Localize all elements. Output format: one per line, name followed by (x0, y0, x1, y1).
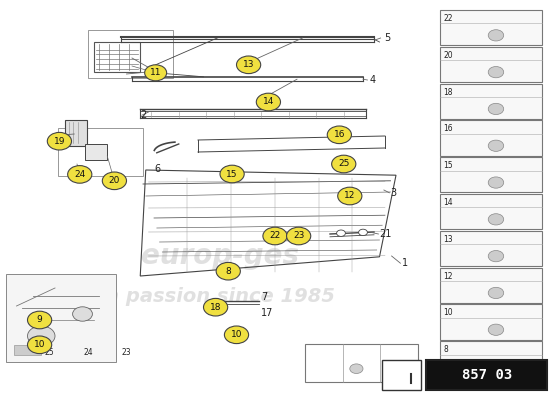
Circle shape (359, 229, 367, 236)
Text: 22: 22 (443, 14, 453, 23)
Circle shape (28, 326, 55, 346)
Text: 25: 25 (338, 160, 349, 168)
FancyBboxPatch shape (440, 10, 542, 45)
Text: 22: 22 (270, 232, 280, 240)
FancyBboxPatch shape (440, 157, 542, 192)
FancyBboxPatch shape (440, 231, 542, 266)
Circle shape (224, 326, 249, 344)
Circle shape (338, 187, 362, 205)
Text: 13: 13 (243, 60, 254, 69)
FancyBboxPatch shape (440, 47, 542, 82)
Circle shape (488, 361, 504, 372)
Text: 6: 6 (154, 164, 160, 174)
Text: 10: 10 (443, 308, 453, 318)
Text: 14: 14 (443, 198, 453, 207)
Text: 11: 11 (150, 68, 161, 77)
Text: a passion since 1985: a passion since 1985 (106, 286, 334, 306)
Circle shape (488, 30, 504, 41)
Circle shape (68, 166, 92, 183)
Circle shape (216, 262, 240, 280)
Text: 12: 12 (443, 272, 453, 280)
Text: 9: 9 (37, 316, 42, 324)
FancyBboxPatch shape (440, 341, 542, 376)
Text: 13: 13 (443, 235, 453, 244)
Text: 16: 16 (334, 130, 345, 139)
Text: 15: 15 (443, 161, 453, 170)
FancyBboxPatch shape (440, 120, 542, 156)
FancyBboxPatch shape (85, 144, 107, 160)
Circle shape (47, 132, 72, 150)
FancyBboxPatch shape (426, 360, 547, 390)
FancyBboxPatch shape (305, 344, 418, 382)
Text: 4: 4 (370, 75, 376, 85)
FancyBboxPatch shape (6, 274, 115, 362)
FancyBboxPatch shape (440, 304, 542, 340)
Text: 10: 10 (34, 340, 45, 349)
Text: 23: 23 (293, 232, 304, 240)
FancyBboxPatch shape (440, 84, 542, 119)
Circle shape (236, 56, 261, 74)
Circle shape (263, 227, 287, 245)
Text: 10: 10 (231, 330, 242, 339)
Circle shape (488, 324, 504, 335)
FancyBboxPatch shape (382, 360, 421, 390)
Text: 857 03: 857 03 (461, 368, 512, 382)
Text: 17: 17 (261, 308, 274, 318)
Circle shape (488, 250, 504, 262)
Text: 12: 12 (344, 192, 355, 200)
Circle shape (488, 214, 504, 225)
Circle shape (488, 177, 504, 188)
Circle shape (28, 311, 52, 329)
Circle shape (220, 165, 244, 183)
Circle shape (287, 227, 311, 245)
Text: 24: 24 (74, 170, 85, 179)
Text: 25: 25 (45, 348, 54, 357)
Circle shape (327, 126, 351, 144)
Text: 20: 20 (109, 176, 120, 185)
Circle shape (388, 364, 401, 374)
Text: 23: 23 (122, 348, 131, 357)
Circle shape (102, 172, 126, 190)
Circle shape (73, 307, 92, 321)
Text: 5: 5 (384, 33, 390, 43)
Circle shape (332, 155, 356, 173)
Text: 18: 18 (210, 303, 221, 312)
Circle shape (204, 298, 228, 316)
FancyBboxPatch shape (440, 194, 542, 229)
FancyBboxPatch shape (65, 120, 87, 146)
Circle shape (488, 287, 504, 298)
Circle shape (145, 65, 167, 81)
Text: 14: 14 (263, 98, 274, 106)
Text: 8: 8 (226, 267, 231, 276)
Text: 1: 1 (402, 258, 408, 268)
FancyBboxPatch shape (88, 30, 173, 78)
Text: 2: 2 (140, 110, 146, 120)
Text: 15: 15 (227, 170, 238, 178)
Circle shape (488, 103, 504, 114)
Circle shape (427, 364, 440, 374)
Text: europ-ges: europ-ges (141, 242, 299, 270)
Text: 3: 3 (390, 188, 397, 198)
Text: 20: 20 (443, 51, 453, 60)
Text: 19: 19 (54, 137, 65, 146)
Circle shape (337, 230, 345, 236)
Circle shape (488, 66, 504, 78)
Text: 21: 21 (379, 229, 392, 239)
Circle shape (488, 140, 504, 151)
Text: 8: 8 (443, 345, 448, 354)
Text: 24: 24 (83, 348, 93, 357)
Circle shape (28, 336, 52, 354)
FancyBboxPatch shape (14, 345, 41, 355)
Text: 7: 7 (261, 292, 267, 302)
Text: 18: 18 (443, 88, 453, 96)
Text: 16: 16 (443, 124, 453, 133)
FancyBboxPatch shape (58, 128, 143, 176)
Circle shape (350, 364, 363, 374)
FancyBboxPatch shape (440, 268, 542, 303)
Circle shape (256, 93, 280, 111)
